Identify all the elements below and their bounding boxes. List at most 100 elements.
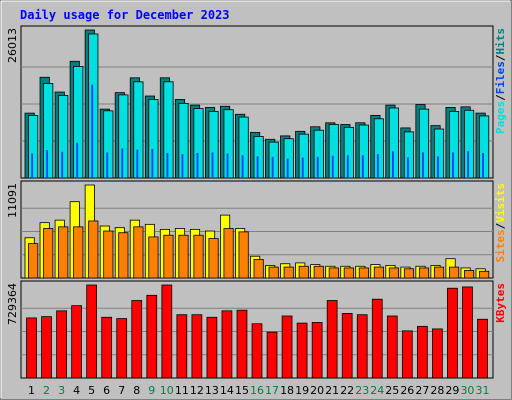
bar-kbytes (326, 300, 338, 379)
bar-kbytes (71, 305, 82, 379)
legend-hits-files-pages: Pages/Files/Hits (494, 28, 507, 134)
bar-kbytes (447, 287, 458, 379)
x-tick-label: 14 (220, 384, 234, 397)
bar-files (482, 152, 484, 178)
x-tick-label: 5 (88, 384, 95, 397)
x-tick-label: 21 (325, 384, 339, 397)
legend-entry: Visits (494, 183, 507, 223)
x-tick-label: 28 (430, 384, 444, 397)
y-max-label: 11091 (6, 183, 19, 218)
bar-pages (148, 99, 159, 179)
bar-sites (163, 234, 174, 279)
x-tick-label: 10 (160, 384, 174, 397)
bar-files (422, 152, 424, 178)
bar-sites (328, 267, 339, 279)
bar-sites (43, 228, 54, 279)
x-tick-label: 27 (415, 384, 429, 397)
panel-hits-files-pages: 26013 Pages/Files/Hits (6, 25, 507, 179)
bar-pages (223, 109, 234, 179)
bar-files (286, 158, 289, 178)
x-tick-label: 30 (460, 384, 474, 397)
bar-sites (313, 265, 324, 279)
bar-pages (58, 95, 69, 179)
x-axis-labels: 1 2 3 4 5 6 7 8 9 10 11 12 13 14 15 16 17 18 19 20 21 22 23 24 2… (28, 384, 489, 397)
bar-pages (118, 94, 129, 179)
bar-pages (178, 103, 189, 179)
bar-pages (313, 129, 324, 179)
bar-files (106, 152, 109, 178)
bar-kbytes (296, 322, 308, 379)
bar-sites (148, 236, 159, 279)
bar-files (331, 155, 334, 178)
bar-files (31, 153, 34, 178)
bar-kbytes (191, 314, 203, 379)
legend-entry: Files (494, 61, 507, 94)
bar-files (452, 152, 454, 178)
bar-kbytes (416, 325, 428, 379)
x-tick-label: 23 (355, 384, 369, 397)
bar-pages (418, 108, 430, 179)
legend-entry: Pages (494, 101, 507, 134)
bar-files (76, 142, 79, 178)
bar-sites (343, 267, 354, 279)
x-tick-label: 7 (118, 384, 125, 397)
bar-files (211, 152, 214, 178)
bar-pages (208, 111, 219, 179)
bar-files (271, 156, 274, 178)
legend-separator: / (494, 94, 507, 101)
chart-panels: 26013Pages/Files/Hits11091Sites/Visits72… (6, 25, 507, 379)
legend-entry: KBytes (494, 283, 507, 323)
bar-pages (403, 131, 415, 179)
chart-title: Daily usage for December 2023 (20, 8, 230, 22)
bar-kbytes (477, 318, 488, 379)
bar-files (407, 157, 409, 178)
bar-pages (328, 124, 339, 179)
x-tick-label: 16 (250, 384, 264, 397)
bar-files (376, 154, 379, 178)
bar-sites (253, 259, 264, 279)
bar-pages (464, 109, 475, 179)
bar-sites (449, 266, 460, 279)
bar-files (346, 155, 349, 178)
bar-kbytes (432, 328, 443, 379)
x-tick-label: 12 (190, 384, 204, 397)
x-tick-label: 2 (43, 384, 50, 397)
x-tick-label: 26 (400, 384, 414, 397)
bar-kbytes (236, 309, 248, 379)
x-tick-label: 9 (148, 384, 155, 397)
bar-kbytes (146, 294, 158, 379)
bar-pages (449, 111, 460, 179)
y-max-label: 26013 (6, 28, 19, 63)
bar-sites (88, 220, 99, 279)
bar-pages (253, 136, 264, 179)
bar-pages (268, 141, 279, 179)
bar-pages (388, 107, 400, 179)
bar-sites (373, 266, 384, 279)
bar-sites (388, 267, 400, 279)
bar-sites (298, 265, 309, 279)
bar-sites (418, 267, 430, 279)
x-tick-label: 11 (175, 384, 189, 397)
bar-sites (178, 234, 189, 279)
bar-pages (28, 114, 39, 179)
bar-kbytes (341, 313, 353, 379)
bar-kbytes (311, 322, 323, 379)
legend-separator: / (494, 54, 507, 61)
bar-kbytes (161, 284, 173, 379)
bar-pages (298, 133, 309, 179)
bar-files (46, 150, 49, 178)
bar-files (61, 151, 64, 178)
bar-files (301, 157, 304, 178)
bar-pages (373, 118, 384, 179)
bar-files (361, 155, 364, 178)
x-tick-label: 31 (475, 384, 489, 397)
x-tick-label: 17 (265, 384, 279, 397)
bar-files (256, 156, 259, 178)
bar-kbytes (266, 331, 278, 379)
bar-pages (283, 138, 294, 179)
x-tick-label: 8 (133, 384, 140, 397)
bar-sites (28, 243, 39, 279)
x-tick-label: 15 (235, 384, 249, 397)
x-tick-label: 13 (205, 384, 219, 397)
bar-sites (58, 226, 69, 279)
